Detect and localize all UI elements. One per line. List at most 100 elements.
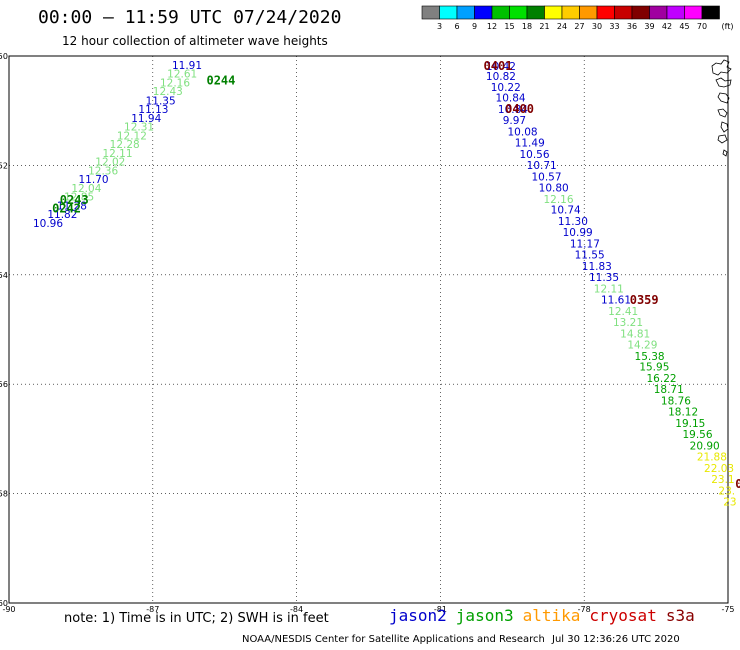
wave-height-label: 19.56 [682,429,712,441]
colorbar-swatch [439,5,458,20]
colorbar-swatch [544,5,563,20]
colorbar-tick-label: 21 [539,22,549,31]
wave-height-label: 11.94 [131,113,161,125]
coastline-segment [717,134,728,144]
y-tick-label: -60 [0,599,8,608]
colorbar-swatch [614,5,633,20]
page-title: 00:00 – 11:59 UTC 07/24/2020 [38,7,342,28]
pass-label: 0243 [60,193,89,207]
colorbar-tick-label: 42 [662,22,672,31]
wave-height-label: 19.15 [675,418,705,430]
wave-height-label: 12.36 [88,165,118,177]
wave-height-label: 13.21 [613,317,643,329]
colorbar-swatch [526,5,545,20]
y-tick-label: -52 [0,161,8,170]
wave-height-label: 10.22 [491,82,521,94]
wave-height-label: 10.56 [519,149,549,161]
wave-height-label: 12.28 [110,139,140,151]
legend-item: s3a [665,606,695,625]
colorbar-swatch [561,5,580,20]
colorbar-tick-label: 30 [592,22,602,31]
wave-height-label: 10.84 [498,104,528,116]
colorbar-swatch [631,5,650,20]
colorbar-swatch [701,5,720,20]
wave-height-label: 12.61 [167,69,197,81]
colorbar-tick-label: 39 [644,22,654,31]
colorbar-tick-label: 12 [487,22,497,31]
wave-height-label: 18.76 [661,396,691,408]
wave-height-label: 12.41 [608,306,638,318]
x-tick-label: -90 [2,605,15,614]
wave-height-label: 12.12 [117,130,147,142]
x-tick-label: -87 [146,605,159,614]
pass-label: 0 [735,477,740,491]
wave-height-label: 14.29 [627,339,657,351]
colorbar-tick-label: 33 [609,22,619,31]
colorbar-swatch [421,5,440,20]
colorbar-tick-label: 45 [679,22,689,31]
wave-height-label: 12.43 [153,86,183,98]
wave-height-label: 10.80 [539,182,569,194]
colorbar-swatch [491,5,510,20]
wave-height-label: 10.42 [486,61,516,73]
wave-height-label: 10.57 [531,171,561,183]
axis-ticks: -90 -87 -84 -81 -78 -75 -50 -52 -54 -56 -58 -60 [0,52,735,614]
x-tick-label: -78 [578,605,591,614]
wave-height-label: 10.71 [527,160,557,172]
wave-height-label: 10.96 [33,218,63,230]
page-subtitle: 12 hour collection of altimeter wave hei… [62,34,328,48]
coastline-segment [717,92,730,104]
wave-height-label: 12.02 [95,157,125,169]
wave-height-label: 15.38 [635,351,665,363]
coastline-segment [715,77,732,88]
wave-height-label: 15.95 [639,362,669,374]
wave-height-label: 14.81 [620,328,650,340]
wave-height-label: 23. [718,485,735,497]
colorbar-swatch [509,5,528,20]
coastline-segment [711,59,732,76]
y-tick-label: -56 [0,380,8,389]
wave-height-label: 12.11 [594,283,624,295]
colorbar-swatch [684,5,703,20]
colorbar-swatch [579,5,598,20]
satellite-legend: jason2 jason3 altika cryosat s3a [389,606,704,625]
wave-height-label: 11.61 [601,294,631,306]
timestamp-text: Jul 30 12:36:26 UTC 2020 [552,634,680,645]
wave-height-label: 11.70 [79,174,109,186]
wave-height-label: 11.35 [589,272,619,284]
wave-height-label: 18.12 [668,407,698,419]
wave-height-label: 23 [723,496,736,508]
plot-frame [8,55,729,604]
colorbar-tick-label: 3 [437,22,442,31]
y-tick-label: -54 [0,271,8,280]
colorbar-tick-label: 9 [472,22,477,31]
coastline-segment [720,121,729,133]
y-tick-label: -50 [0,52,8,61]
colorbar-tick-label: 24 [557,22,567,31]
legend-item: jason2 [389,606,447,625]
y-tick-label: -58 [0,490,8,499]
wave-height-label: 11.30 [558,216,588,228]
pass-label: 0401 [484,59,513,73]
wave-height-label: 11.35 [146,95,176,107]
wave-height-label: 12.31 [124,122,154,134]
note-text: note: 1) Time is in UTC; 2) SWH is in fe… [64,611,329,626]
colorbar-tick-label: 15 [504,22,514,31]
credit-text: NOAA/NESDIS Center for Satellite Applica… [242,634,545,645]
wave-height-label: 11.82 [47,209,77,221]
colorbar-swatch [649,5,668,20]
colorbar-swatch [666,5,685,20]
wave-height-label: 20.90 [690,440,720,452]
wave-height-label: 11.55 [575,250,605,262]
colorbar-swatch [474,5,493,20]
data-points: 11.9112.6112.1612.4311.3511.1311.9412.31… [33,60,737,509]
wave-height-label: 12.11 [102,148,132,160]
wave-height-label: 11.91 [172,60,202,72]
pass-label: 0242 [52,202,81,216]
colorbar-swatch [456,5,475,20]
wave-height-label: 16.22 [647,373,677,385]
legend-item: altika [522,606,581,625]
wave-height-label: 11.28 [57,200,87,212]
